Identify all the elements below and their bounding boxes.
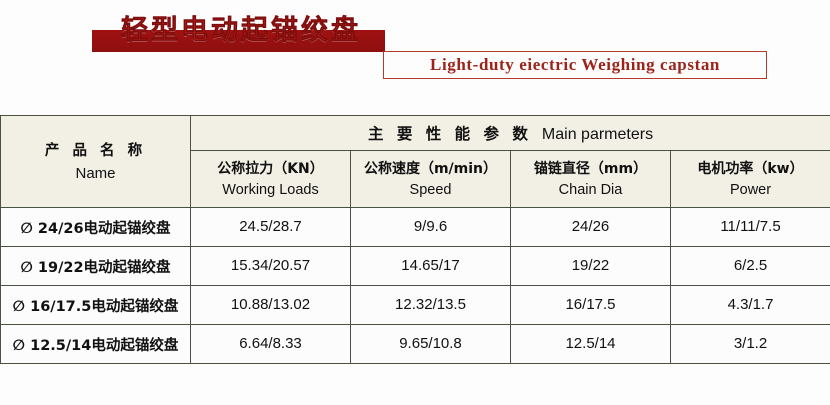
table-group-header-row: 产 品 名 称 Name 主 要 性 能 参 数 Main parmeters — [0, 115, 830, 208]
speed-value: 9/9.6 — [413, 218, 448, 235]
header-chain-dia-chinese: 锚链直径（mm） — [533, 160, 648, 177]
table-row: ∅ 19/22电动起锚绞盘 15.34/20.57 14.65/17 19/22… — [0, 246, 830, 286]
working-loads-value: 6.64/8.33 — [239, 335, 302, 352]
cell-working-loads: 15.34/20.57 — [190, 246, 351, 286]
product-name-text: ∅ 12.5/14电动起锚绞盘 — [12, 337, 179, 354]
header-cell-chain-dia: 锚链直径（mm） Chain Dia — [510, 150, 671, 208]
chain-dia-value: 19/22 — [571, 257, 610, 274]
table-row: ∅ 12.5/14电动起锚绞盘 6.64/8.33 9.65/10.8 12.5… — [0, 324, 830, 364]
header-cell-name: 产 品 名 称 Name — [0, 115, 191, 208]
chain-dia-value: 24/26 — [571, 218, 610, 235]
cell-product-name: ∅ 24/26电动起锚绞盘 — [0, 207, 191, 247]
page-subtitle-english: Light-duty eiectric Weighing capstan — [430, 55, 720, 74]
subtitle-box — [383, 51, 767, 79]
header-chain-dia-english: Chain Dia — [558, 181, 623, 198]
cell-product-name: ∅ 12.5/14电动起锚绞盘 — [0, 324, 191, 364]
working-loads-value: 10.88/13.02 — [230, 296, 311, 313]
header-speed-chinese: 公称速度（m/min） — [363, 160, 498, 177]
group-header-chinese: 主 要 性 能 参 数 — [367, 125, 532, 143]
table-row: ∅ 24/26电动起锚绞盘 24.5/28.7 9/9.6 24/26 11/1… — [0, 207, 830, 247]
header-working-loads-english: Working Loads — [222, 181, 319, 198]
header-power-english: Power — [729, 181, 772, 198]
cell-power: 4.3/1.7 — [669, 285, 830, 325]
table-row: ∅ 16/17.5电动起锚绞盘 10.88/13.02 12.32/13.5 1… — [0, 285, 830, 325]
table-column-header-row: 公称拉力（KN） Working Loads 公称速度（m/min） Speed… — [1, 150, 830, 208]
cell-chain-dia: 19/22 — [510, 246, 671, 286]
title-block: 轻型电动起锚绞盘 Light-duty eiectric Weighing ca… — [0, 0, 830, 100]
product-name-text: ∅ 16/17.5电动起锚绞盘 — [12, 298, 179, 315]
speed-value: 12.32/13.5 — [395, 296, 466, 313]
cell-chain-dia: 24/26 — [510, 207, 671, 247]
cell-power: 6/2.5 — [669, 246, 830, 286]
product-name-text: ∅ 24/26电动起锚绞盘 — [20, 220, 171, 237]
cell-speed: 9.65/10.8 — [350, 324, 511, 364]
page-title-chinese: 轻型电动起锚绞盘 — [121, 15, 361, 46]
cell-working-loads: 24.5/28.7 — [190, 207, 351, 247]
power-value: 4.3/1.7 — [727, 296, 774, 313]
header-cell-working-loads: 公称拉力（KN） Working Loads — [190, 150, 351, 208]
header-cell-speed: 公称速度（m/min） Speed — [350, 150, 511, 208]
cell-power: 3/1.2 — [669, 324, 830, 364]
cell-working-loads: 10.88/13.02 — [190, 285, 351, 325]
speed-value: 9.65/10.8 — [399, 335, 462, 352]
header-power-chinese: 电机功率（kw） — [697, 160, 804, 177]
cell-product-name: ∅ 16/17.5电动起锚绞盘 — [0, 285, 191, 325]
cell-chain-dia: 16/17.5 — [510, 285, 671, 325]
header-cell-main-parameters: 主 要 性 能 参 数 Main parmeters — [189, 115, 830, 151]
working-loads-value: 15.34/20.57 — [230, 257, 311, 274]
group-header-english: Main parmeters — [541, 126, 654, 143]
chain-dia-value: 16/17.5 — [565, 296, 616, 313]
cell-product-name: ∅ 19/22电动起锚绞盘 — [0, 246, 191, 286]
cell-working-loads: 6.64/8.33 — [190, 324, 351, 364]
cell-power: 11/11/7.5 — [669, 207, 830, 247]
power-value: 6/2.5 — [733, 257, 768, 274]
cell-speed: 14.65/17 — [350, 246, 511, 286]
power-value: 11/11/7.5 — [720, 218, 781, 235]
cell-chain-dia: 12.5/14 — [510, 324, 671, 364]
speed-value: 14.65/17 — [401, 257, 460, 274]
title-banner — [92, 30, 385, 52]
header-cell-power: 电机功率（kw） Power — [669, 150, 830, 208]
power-value: 3/1.2 — [733, 335, 768, 352]
specification-table: 产 品 名 称 Name 主 要 性 能 参 数 Main parmeters 公… — [0, 115, 830, 364]
chain-dia-value: 12.5/14 — [565, 335, 616, 352]
header-name-english: Name — [75, 164, 116, 182]
header-speed-english: Speed — [409, 181, 452, 198]
working-loads-value: 24.5/28.7 — [239, 218, 302, 235]
product-name-text: ∅ 19/22电动起锚绞盘 — [20, 259, 171, 276]
cell-speed: 12.32/13.5 — [350, 285, 511, 325]
cell-speed: 9/9.6 — [350, 207, 511, 247]
header-working-loads-chinese: 公称拉力（KN） — [217, 160, 324, 177]
header-name-chinese: 产 品 名 称 — [44, 142, 147, 159]
